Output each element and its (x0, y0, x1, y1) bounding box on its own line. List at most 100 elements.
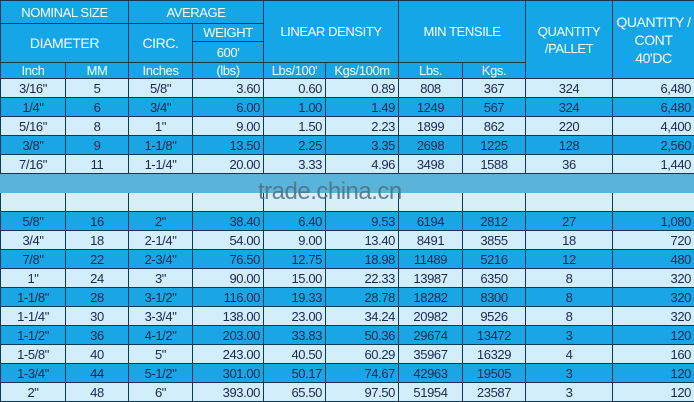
cell-qty-cont: 320 (613, 288, 694, 307)
unit-tensile-lbs: Lbs. (399, 63, 463, 79)
cell-tensile-lbs: 2698 (399, 136, 463, 155)
cell-diameter-inch: 7/16" (1, 155, 66, 174)
cell-weight-lbs: 116.00 (193, 288, 264, 307)
cell-density-kgs-100m: 9.53 (326, 212, 399, 231)
cell-density-kgs-100m: 13.40 (326, 231, 399, 250)
cell-weight-lbs: 90.00 (193, 269, 264, 288)
cell-diameter-inch: 3/16" (1, 79, 66, 98)
cell-circ-inches: 4-1/2" (129, 326, 193, 345)
cell-tensile-kgs: 1588 (463, 155, 526, 174)
cell-density-kgs-100m: 22.33 (326, 269, 399, 288)
cell-qty-pallet: 8 (526, 288, 613, 307)
spec-table-header: NOMINAL SIZE AVERAGE LINEAR DENSITY MIN … (0, 0, 694, 79)
cell-weight-lbs: 54.00 (193, 231, 264, 250)
cell-diameter-mm (66, 174, 129, 193)
cell-density-kgs-100m: 74.67 (326, 364, 399, 383)
cell-qty-cont: 120 (613, 364, 694, 383)
cell-qty-pallet: 3 (526, 326, 613, 345)
cell-circ-inches: 2-3/4" (129, 250, 193, 269)
cell-weight-lbs: 20.00 (193, 155, 264, 174)
cell-weight-lbs: 9.00 (193, 117, 264, 136)
cell-circ-inches: 1-1/4" (129, 155, 193, 174)
cell-tensile-kgs (463, 174, 526, 193)
cell-density-kgs-100m: 50.36 (326, 326, 399, 345)
cell-density-lbs-100ft: 12.75 (264, 250, 326, 269)
cell-circ-inches: 3" (129, 269, 193, 288)
cell-qty-pallet: 3 (526, 383, 613, 402)
cell-tensile-lbs: 808 (399, 79, 463, 98)
cell-qty-pallet: 324 (526, 98, 613, 117)
cell-circ-inches (129, 193, 193, 212)
cell-density-lbs-100ft: 3.33 (264, 155, 326, 174)
cell-tensile-lbs (399, 193, 463, 212)
cell-qty-pallet (526, 174, 613, 193)
cell-density-lbs-100ft: 50.17 (264, 364, 326, 383)
cell-tensile-lbs: 20982 (399, 307, 463, 326)
cell-diameter-inch: 5/16" (1, 117, 66, 136)
watermark: trade.china.cn (258, 178, 402, 206)
cell-density-lbs-100ft: 65.50 (264, 383, 326, 402)
cell-diameter-mm: 22 (66, 250, 129, 269)
cell-diameter-mm: 16 (66, 212, 129, 231)
cell-circ-inches: 3-1/2" (129, 288, 193, 307)
cell-weight-lbs: 203.00 (193, 326, 264, 345)
cell-density-lbs-100ft: 6.40 (264, 212, 326, 231)
cell-weight-lbs: 6.00 (193, 98, 264, 117)
cell-qty-cont (613, 174, 694, 193)
cell-diameter-inch (1, 193, 66, 212)
cell-circ-inches: 5/8" (129, 79, 193, 98)
cell-diameter-mm: 44 (66, 364, 129, 383)
cell-qty-cont: 480 (613, 250, 694, 269)
cell-density-lbs-100ft: 9.00 (264, 231, 326, 250)
cell-tensile-lbs: 6194 (399, 212, 463, 231)
cell-circ-inches: 1-1/8" (129, 136, 193, 155)
header-weight-length: 600' (193, 42, 264, 63)
cell-weight-lbs: 38.40 (193, 212, 264, 231)
cell-diameter-inch: 3/4" (1, 231, 66, 250)
cell-qty-cont: 320 (613, 307, 694, 326)
cell-diameter-mm: 5 (66, 79, 129, 98)
cell-diameter-inch: 1" (1, 269, 66, 288)
cell-diameter-mm (66, 193, 129, 212)
cell-tensile-lbs: 51954 (399, 383, 463, 402)
cell-diameter-mm: 30 (66, 307, 129, 326)
cell-qty-pallet: 18 (526, 231, 613, 250)
cell-diameter-mm: 18 (66, 231, 129, 250)
cell-circ-inches: 5" (129, 345, 193, 364)
cell-tensile-lbs: 1249 (399, 98, 463, 117)
cell-tensile-kgs: 2812 (463, 212, 526, 231)
cell-qty-pallet: 3 (526, 364, 613, 383)
cell-weight-lbs (193, 174, 264, 193)
cell-qty-pallet: 324 (526, 79, 613, 98)
cell-diameter-mm: 36 (66, 326, 129, 345)
cell-circ-inches: 3/4" (129, 98, 193, 117)
cell-diameter-mm: 24 (66, 269, 129, 288)
cell-circ-inches: 3-3/4" (129, 307, 193, 326)
cell-diameter-inch: 1-1/2" (1, 326, 66, 345)
cell-qty-cont: 720 (613, 231, 694, 250)
cell-tensile-kgs: 5216 (463, 250, 526, 269)
cell-tensile-kgs: 13472 (463, 326, 526, 345)
cell-density-lbs-100ft: 19.33 (264, 288, 326, 307)
cell-density-lbs-100ft: 23.00 (264, 307, 326, 326)
unit-tensile-kgs: Kgs. (463, 63, 526, 79)
cell-density-lbs-100ft: 2.25 (264, 136, 326, 155)
header-average: AVERAGE (129, 1, 264, 24)
unit-inch: Inch (1, 63, 66, 79)
cell-tensile-lbs: 18282 (399, 288, 463, 307)
cell-qty-cont: 2,560 (613, 136, 694, 155)
cell-tensile-kgs: 3855 (463, 231, 526, 250)
cell-diameter-mm: 6 (66, 98, 129, 117)
cell-tensile-kgs: 567 (463, 98, 526, 117)
header-diameter: DIAMETER (1, 24, 129, 63)
cell-density-lbs-100ft: 1.50 (264, 117, 326, 136)
cell-density-lbs-100ft: 33.83 (264, 326, 326, 345)
cell-circ-inches: 6" (129, 383, 193, 402)
